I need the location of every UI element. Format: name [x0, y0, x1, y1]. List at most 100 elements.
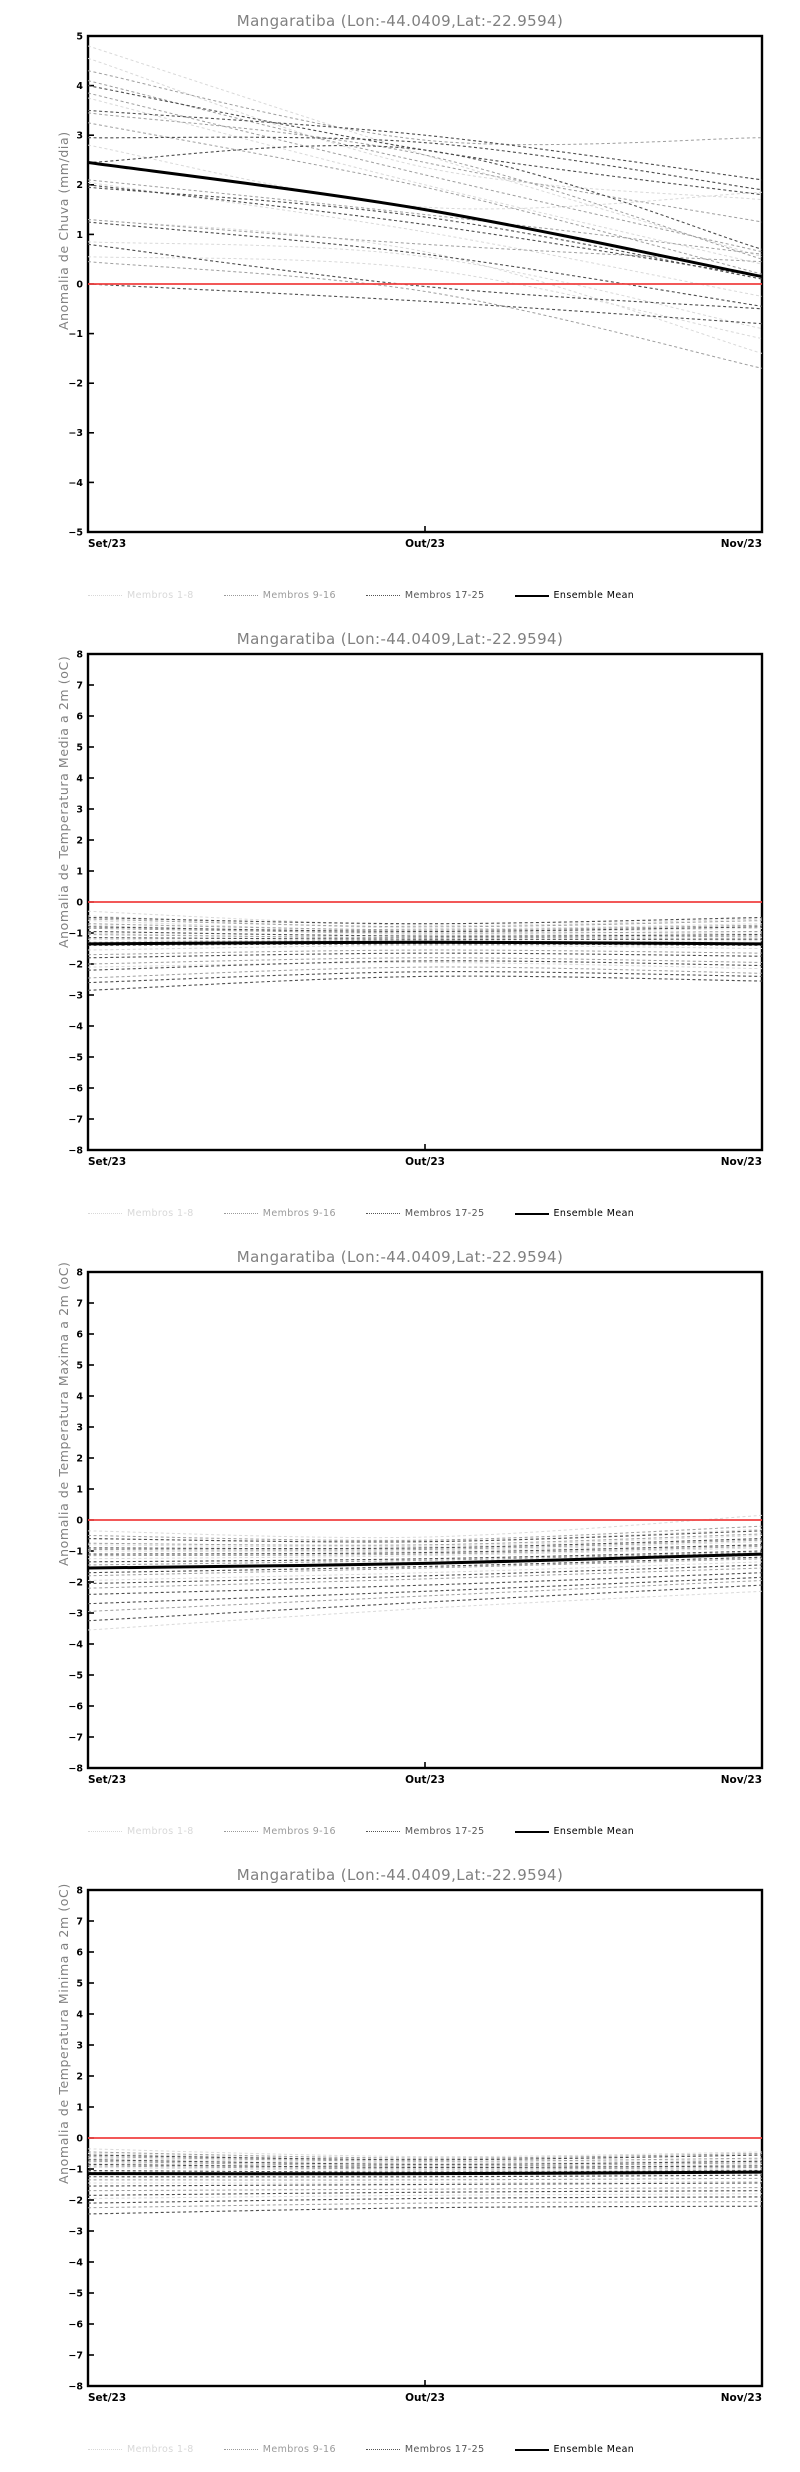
member-line: [88, 97, 762, 265]
member-line: [88, 2187, 762, 2192]
member-line: [88, 923, 762, 931]
legend-membros-1-8[interactable]: Membros 1-8: [88, 1826, 194, 1837]
member-line: [88, 1576, 762, 1605]
svg-text:−2: −2: [68, 2195, 83, 2206]
y-axis-ticks: −8 −7 −6 −5 −4 −3 −2 −1 0 1 2 3 4 5 6 7 8: [68, 1885, 94, 2392]
member-line: [88, 1538, 762, 1550]
member-line: [88, 219, 762, 263]
svg-text:−1: −1: [68, 329, 83, 340]
legend-membros-9-16[interactable]: Membros 9-16: [223, 2444, 336, 2455]
chart-title: Mangaratiba (Lon:-44.0409,Lat:-22.9594): [236, 12, 564, 30]
legend-membros-17-25[interactable]: Membros 17-25: [365, 1208, 485, 1219]
svg-text:6: 6: [76, 1947, 83, 1958]
plot-wrapper: −5 −4 −3 −2 −1 0 1 2 3 4 5 Set/23 Out/23 Nov/23: [0, 0, 800, 618]
member-line: [88, 2180, 762, 2184]
member-line: [88, 1547, 762, 1560]
legend-ensemble-mean[interactable]: Ensemble Mean: [514, 1826, 635, 1837]
legend-ensemble-mean[interactable]: Ensemble Mean: [514, 2444, 635, 2455]
svg-text:2: 2: [76, 2071, 83, 2082]
member-line: [88, 1584, 762, 1622]
member-line: [88, 1541, 762, 1553]
member-line: [88, 181, 762, 297]
x-tick-label: Set/23: [88, 1156, 126, 1168]
legend-swatch-icon: [514, 1212, 549, 1215]
legend-label: Membros 1-8: [127, 1208, 194, 1219]
svg-text:−7: −7: [68, 1114, 83, 1125]
member-line: [88, 57, 762, 201]
legend-label: Ensemble Mean: [553, 590, 635, 601]
x-axis-ticks: Set/23 Out/23 Nov/23: [87, 526, 763, 550]
member-line: [88, 2205, 762, 2215]
member-line: [88, 2148, 762, 2158]
member-line: [88, 2196, 762, 2204]
svg-text:−8: −8: [68, 2381, 83, 2392]
legend-membros-1-8[interactable]: Membros 1-8: [88, 590, 194, 601]
legend-membros-1-8[interactable]: Membros 1-8: [88, 1208, 194, 1219]
svg-text:−2: −2: [68, 959, 83, 970]
chart-legend: Membros 1-8 Membros 9-16 Membros 17-25 Ense…: [88, 1208, 800, 1219]
legend-ensemble-mean[interactable]: Ensemble Mean: [514, 590, 635, 601]
legend-label: Membros 17-25: [404, 590, 485, 601]
legend-label: Ensemble Mean: [553, 1826, 635, 1837]
svg-text:3: 3: [76, 1422, 83, 1433]
ensemble-mean-line: [88, 160, 762, 279]
member-line: [88, 2170, 762, 2173]
svg-text:7: 7: [76, 680, 83, 691]
plot-area-precip: −5 −4 −3 −2 −1 0 1 2 3 4 5 Set/23 Out/23 Nov/23: [68, 31, 764, 550]
legend-membros-17-25[interactable]: Membros 17-25: [365, 590, 485, 601]
svg-text:4: 4: [76, 81, 83, 92]
member-line: [88, 960, 762, 971]
ensemble-mean-line: [88, 940, 762, 946]
member-line: [88, 136, 762, 191]
svg-text:8: 8: [76, 649, 83, 660]
member-line: [88, 2160, 762, 2167]
member-line: [88, 261, 762, 369]
svg-text:2: 2: [76, 180, 83, 191]
chart-panel-tmax: Mangaratiba (Lon:-44.0409,Lat:-22.9594) A…: [0, 1236, 800, 1854]
x-tick-label: Nov/23: [721, 1774, 762, 1786]
legend-membros-9-16[interactable]: Membros 9-16: [223, 590, 336, 601]
svg-text:0: 0: [76, 279, 83, 290]
svg-text:7: 7: [76, 1916, 83, 1927]
svg-text:−4: −4: [68, 1021, 83, 1032]
x-tick-label: Nov/23: [721, 2392, 762, 2404]
svg-text:−4: −4: [68, 2257, 83, 2268]
legend-membros-17-25[interactable]: Membros 17-25: [365, 2444, 485, 2455]
legend-swatch-icon: [365, 595, 400, 596]
member-line: [88, 2151, 762, 2159]
plot-area-tmax: −8 −7 −6 −5 −4 −3 −2 −1 0 1 2 3 4 5 6 7 8 Set/23 Out/23 Nov…: [68, 1267, 764, 1786]
ensemble-mean-line: [88, 1552, 762, 1570]
plot-area-tmin: −8 −7 −6 −5 −4 −3 −2 −1 0 1 2 3 4 5 6 7 8 Set/23 Out/23 Nov…: [68, 1885, 764, 2404]
member-line: [88, 1558, 762, 1577]
series-group: [88, 1514, 762, 1631]
svg-text:−8: −8: [68, 1145, 83, 1156]
svg-text:1: 1: [76, 230, 83, 241]
legend-membros-17-25[interactable]: Membros 17-25: [365, 1826, 485, 1837]
member-line: [88, 144, 762, 210]
svg-text:3: 3: [76, 804, 83, 815]
member-line: [88, 179, 762, 255]
member-line: [88, 2174, 762, 2178]
legend-membros-9-16[interactable]: Membros 9-16: [223, 1826, 336, 1837]
legend-membros-1-8[interactable]: Membros 1-8: [88, 2444, 194, 2455]
member-line: [88, 926, 762, 933]
legend-swatch-icon: [514, 1830, 549, 1833]
svg-text:−7: −7: [68, 1732, 83, 1743]
member-line: [88, 45, 762, 258]
legend-swatch-icon: [365, 1213, 400, 1214]
legend-label: Membros 17-25: [404, 1208, 485, 1219]
svg-text:8: 8: [76, 1885, 83, 1896]
svg-text:0: 0: [76, 2133, 83, 2144]
member-line: [88, 2159, 762, 2165]
svg-text:−1: −1: [68, 2164, 83, 2175]
member-line: [88, 112, 762, 260]
svg-text:0: 0: [76, 897, 83, 908]
legend-membros-9-16[interactable]: Membros 9-16: [223, 1208, 336, 1219]
legend-label: Membros 9-16: [262, 590, 336, 601]
member-line: [88, 219, 762, 354]
legend-ensemble-mean[interactable]: Ensemble Mean: [514, 1208, 635, 1219]
chart-title: Mangaratiba (Lon:-44.0409,Lat:-22.9594): [236, 630, 564, 648]
member-line: [88, 1539, 762, 1551]
member-line: [88, 2182, 762, 2187]
x-tick-label: Set/23: [88, 538, 126, 550]
